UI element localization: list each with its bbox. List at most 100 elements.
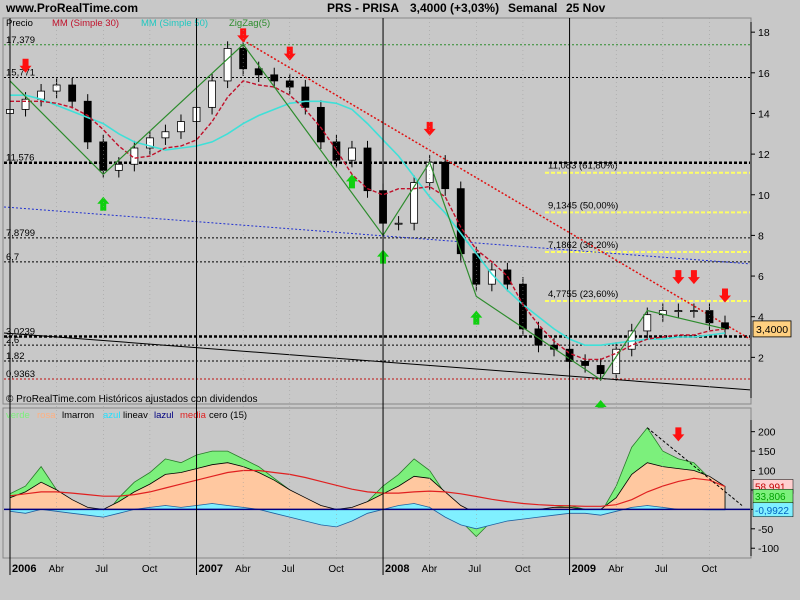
date-title: 25 Nov (566, 1, 606, 15)
legend-zigzag: ZigZag(5) (229, 18, 270, 29)
site-title[interactable]: www.ProRealTime.com (5, 1, 138, 15)
ind-tick-label-6: 200 (758, 427, 776, 439)
level-label-2: 11,576 (6, 153, 34, 164)
candle-body-7 (114, 163, 123, 171)
legend-media: media (180, 410, 207, 421)
date-label-7: Oct (328, 564, 344, 575)
candle-body-35 (550, 344, 558, 350)
header-bar (0, 0, 800, 16)
date-label-11: Oct (515, 564, 531, 575)
candle-body-1 (21, 98, 30, 110)
candle-body-16 (254, 68, 263, 76)
level-label-8: 0,9363 (6, 369, 35, 380)
fib-label-2: 7,1862 (38,20%) (548, 240, 618, 251)
legend-azul: azul (103, 410, 120, 421)
candle-body-43 (674, 310, 683, 313)
legend-ma50: MM (Simple 50) (141, 18, 208, 29)
price-title: 3,4000 (+3,03%) (410, 1, 499, 15)
y-tick-label-6: 14 (758, 108, 770, 120)
y-tick-label-5: 12 (758, 149, 770, 161)
y-tick-label-1: 4 (758, 312, 764, 324)
ind-trend-line (646, 427, 743, 506)
y-tick-label-4: 10 (758, 190, 770, 202)
level-label-5: 3,0239 (6, 327, 35, 338)
fib-label-1: 9,1345 (50,00%) (548, 200, 618, 211)
y-tick-label-3: 8 (758, 230, 764, 242)
level-label-0: 17,379 (6, 35, 35, 46)
date-label-4: 2007 (199, 563, 223, 575)
candle-body-34 (534, 328, 543, 346)
candle-body-23 (363, 147, 372, 192)
legend-rosa: rosa (37, 410, 56, 421)
candle-body-25 (394, 222, 403, 225)
date-label-3: Oct (142, 564, 158, 575)
date-axis: 2006 Abr Jul Oct 2007 Abr Jul Oct 2008 Abr Jul Oct 2… (9, 18, 717, 575)
ma50-line (10, 94, 726, 346)
legend-cero: cero (15) (209, 410, 247, 421)
date-label-2: Jul (95, 564, 108, 575)
arrow-down-3 (423, 121, 436, 136)
legend-lazul: lazul (154, 410, 174, 421)
rosa-area (9, 462, 726, 514)
candle-body-37 (581, 361, 590, 366)
fib-label-3: 4,7755 (23,60%) (548, 289, 618, 300)
date-label-8: 2008 (385, 563, 409, 575)
legend-verde: verde (6, 410, 30, 421)
date-label-15: Oct (701, 564, 717, 575)
level-label-7: 1,82 (6, 351, 25, 362)
indicator-legend: verde rosa lmarron azul lineav lazul med… (6, 410, 247, 421)
level-label-4: 6,7 (6, 252, 19, 263)
ind-tick-label-4: 100 (758, 466, 776, 478)
date-label-9: Abr (422, 564, 438, 575)
legend-ma30: MM (Simple 30) (52, 18, 119, 29)
media-line (9, 469, 726, 507)
date-label-6: Jul (282, 564, 295, 575)
date-label-1: Abr (49, 564, 65, 575)
level-label-3: 7,8799 (6, 228, 35, 239)
arrow-down-6 (719, 288, 731, 303)
ind-value-label-0: 58,991 (755, 482, 786, 493)
date-label-12: 2009 (572, 563, 596, 575)
y-tick-label-8: 18 (758, 27, 770, 39)
ind-tick-label-5: 150 (758, 446, 776, 458)
legend-lineav: lineav (123, 410, 148, 421)
date-label-10: Jul (468, 564, 481, 575)
candle-body-26 (410, 182, 419, 224)
level-label-1: 15,771 (6, 67, 35, 78)
y-tick-label-7: 16 (758, 68, 770, 80)
last-price-label: 3,4000 (756, 324, 788, 336)
date-label-14: Jul (655, 564, 668, 575)
level-label-6: 2,6 (6, 335, 19, 346)
candle-body-28 (441, 161, 450, 190)
candle-body-44 (690, 310, 698, 313)
candle-body-14 (223, 48, 232, 82)
y-tick-label-0: 2 (758, 352, 764, 364)
candle-body-13 (208, 80, 216, 108)
candle-body-11 (177, 121, 185, 133)
candle-body-41 (643, 314, 652, 332)
date-label-0: 2006 (12, 563, 36, 575)
y-tick-label-2: 6 (758, 271, 764, 283)
candle-body-17 (270, 74, 279, 82)
candle-body-20 (316, 106, 325, 143)
ind-arrow-down (672, 427, 685, 442)
arrow-down-4 (672, 270, 685, 285)
candle-body-22 (348, 147, 356, 161)
arrow-down-2 (283, 46, 296, 61)
candle-body-21 (332, 141, 341, 161)
arrow-down-0 (19, 58, 32, 73)
date-label-13: Abr (608, 564, 624, 575)
arrow-up-3 (470, 310, 483, 325)
trend-black (3, 332, 751, 391)
ind-value-box-2 (752, 502, 794, 518)
ticker-title: PRS - PRISA (327, 1, 399, 15)
candle-body-18 (285, 80, 294, 88)
arrow-down-5 (687, 270, 700, 285)
candle-body-4 (68, 84, 77, 102)
candle-body-10 (161, 131, 170, 139)
candle-body-45 (705, 310, 714, 324)
legend-price: Precio (6, 18, 33, 29)
fib-label-0: 11,083 (61,80%) (548, 161, 618, 172)
arrow-up-0 (97, 196, 110, 211)
ma30-line (10, 80, 726, 361)
